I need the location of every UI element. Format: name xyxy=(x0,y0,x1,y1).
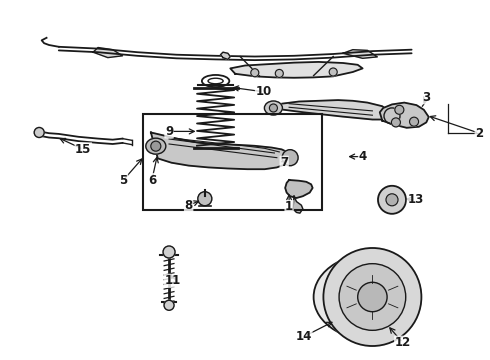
Circle shape xyxy=(339,264,406,330)
Text: 10: 10 xyxy=(255,85,272,98)
Polygon shape xyxy=(151,132,292,169)
Bar xyxy=(143,114,322,210)
Text: 9: 9 xyxy=(165,125,173,138)
Text: 14: 14 xyxy=(295,330,312,343)
Circle shape xyxy=(282,150,298,166)
Ellipse shape xyxy=(146,138,166,154)
Polygon shape xyxy=(220,52,230,59)
Text: 4: 4 xyxy=(359,150,367,163)
Polygon shape xyxy=(93,48,122,58)
Circle shape xyxy=(270,104,277,112)
Polygon shape xyxy=(380,103,429,128)
Polygon shape xyxy=(343,50,377,58)
Circle shape xyxy=(386,194,398,206)
Circle shape xyxy=(164,300,174,310)
Circle shape xyxy=(384,108,400,124)
Text: 13: 13 xyxy=(407,193,424,206)
Circle shape xyxy=(329,68,337,76)
Polygon shape xyxy=(285,180,313,198)
Circle shape xyxy=(151,141,161,151)
Circle shape xyxy=(163,246,175,258)
Polygon shape xyxy=(314,254,388,340)
Circle shape xyxy=(378,186,406,214)
Polygon shape xyxy=(230,62,363,78)
Circle shape xyxy=(358,282,387,312)
Circle shape xyxy=(410,117,418,126)
Circle shape xyxy=(251,69,259,77)
Text: 6: 6 xyxy=(148,174,156,186)
Text: 3: 3 xyxy=(422,91,430,104)
Circle shape xyxy=(34,127,44,138)
Text: 8: 8 xyxy=(185,199,193,212)
Ellipse shape xyxy=(265,101,282,115)
Text: 2: 2 xyxy=(475,127,483,140)
Circle shape xyxy=(323,248,421,346)
Circle shape xyxy=(392,118,400,127)
Text: 1: 1 xyxy=(285,201,293,213)
Polygon shape xyxy=(272,100,392,120)
Circle shape xyxy=(395,105,404,114)
Polygon shape xyxy=(293,196,303,213)
Text: 12: 12 xyxy=(394,336,411,349)
Circle shape xyxy=(275,69,283,77)
Text: 15: 15 xyxy=(75,143,92,156)
Text: 11: 11 xyxy=(164,274,181,287)
Text: 5: 5 xyxy=(120,174,127,186)
Circle shape xyxy=(198,192,212,206)
Text: 7: 7 xyxy=(280,156,288,169)
